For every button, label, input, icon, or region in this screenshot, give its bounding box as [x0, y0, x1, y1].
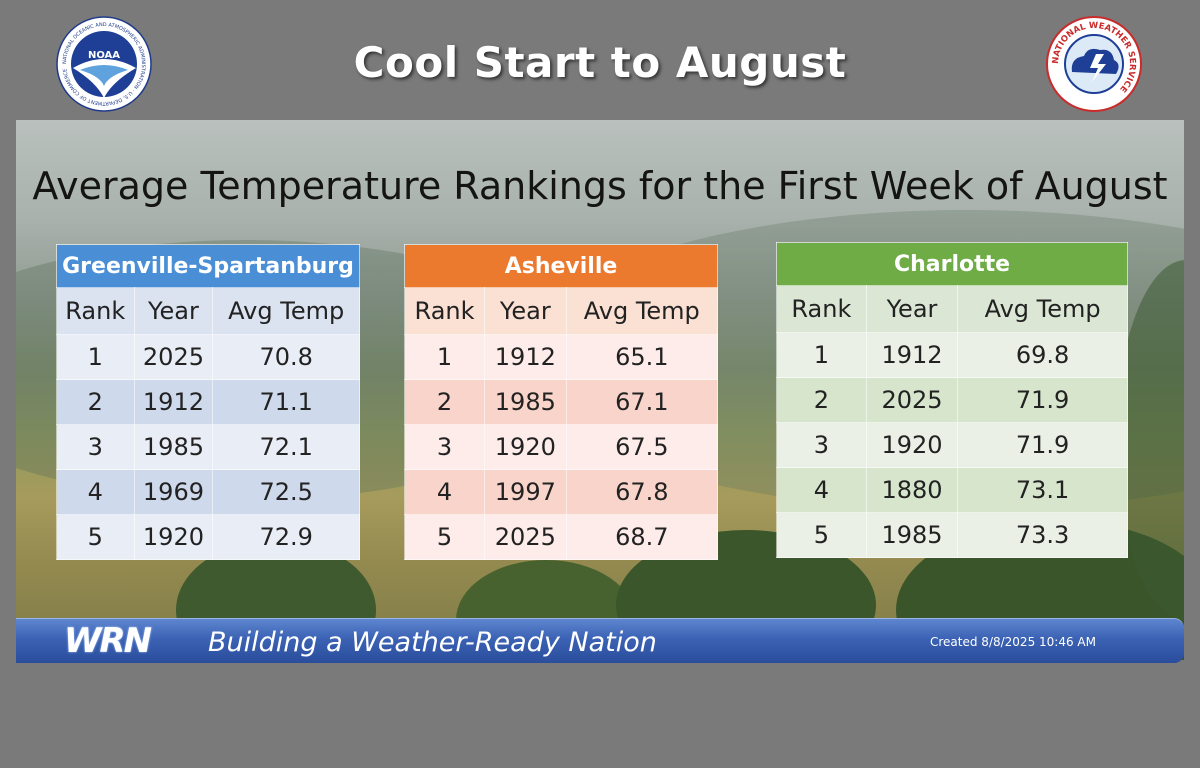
table-row: 4 1880 73.1	[776, 467, 1128, 513]
table-row: 2 2025 71.9	[776, 377, 1128, 423]
table-station-header: Charlotte	[776, 242, 1128, 286]
column-header-avg-temp: Avg Temp	[212, 287, 360, 335]
rank-cell: 1	[56, 334, 135, 380]
wrn-logo: WRN	[64, 621, 152, 661]
table-row: 1 1912 69.8	[776, 332, 1128, 378]
avg-temp-cell: 71.9	[957, 377, 1128, 423]
created-timestamp: Created 8/8/2025 10:46 AM	[930, 635, 1096, 649]
page-title: Cool Start to August	[353, 38, 847, 87]
year-cell: 1985	[484, 379, 567, 425]
table-row: 3 1920 67.5	[403, 424, 719, 470]
nws-logo: NATIONAL WEATHER SERVICE	[1046, 16, 1142, 112]
avg-temp-cell: 67.8	[565, 469, 719, 515]
rank-cell: 5	[56, 514, 135, 560]
year-cell: 1969	[133, 469, 214, 515]
column-header-year: Year	[484, 287, 567, 335]
column-header-rank: Rank	[403, 287, 486, 335]
year-cell: 1920	[484, 424, 567, 470]
year-cell: 1880	[865, 467, 959, 513]
avg-temp-cell: 72.5	[212, 469, 360, 515]
asheville-table: Asheville Rank Year Avg Temp 1 1912 65.1…	[403, 244, 719, 560]
avg-temp-cell: 69.8	[957, 332, 1128, 378]
rank-cell: 3	[403, 424, 486, 470]
greenville-spartanburg-table: Greenville-Spartanburg Rank Year Avg Tem…	[56, 244, 360, 560]
avg-temp-cell: 71.1	[212, 379, 360, 425]
rank-cell: 3	[776, 422, 867, 468]
year-cell: 1997	[484, 469, 567, 515]
subtitle: Average Temperature Rankings for the Fir…	[32, 164, 1168, 208]
table-row: 2 1985 67.1	[403, 379, 719, 425]
column-header-year: Year	[865, 285, 959, 333]
avg-temp-cell: 70.8	[212, 334, 360, 380]
year-cell: 1912	[133, 379, 214, 425]
rank-cell: 4	[403, 469, 486, 515]
table-row: 4 1997 67.8	[403, 469, 719, 515]
column-header-avg-temp: Avg Temp	[957, 285, 1128, 333]
column-header-rank: Rank	[776, 285, 867, 333]
rank-cell: 2	[403, 379, 486, 425]
column-header-year: Year	[133, 287, 214, 335]
charlotte-table: Charlotte Rank Year Avg Temp 1 1912 69.8…	[776, 242, 1128, 558]
table-row: 3 1920 71.9	[776, 422, 1128, 468]
year-cell: 2025	[484, 514, 567, 560]
rank-cell: 4	[776, 467, 867, 513]
avg-temp-cell: 72.1	[212, 424, 360, 470]
column-header-avg-temp: Avg Temp	[565, 287, 719, 335]
year-cell: 2025	[865, 377, 959, 423]
rank-cell: 4	[56, 469, 135, 515]
avg-temp-cell: 73.3	[957, 512, 1128, 558]
avg-temp-cell: 72.9	[212, 514, 360, 560]
table-row: 4 1969 72.5	[56, 469, 360, 515]
table-station-header: Asheville	[404, 244, 718, 288]
table-row: 1 2025 70.8	[56, 334, 360, 380]
year-cell: 1912	[484, 334, 567, 380]
year-cell: 1912	[865, 332, 959, 378]
rank-cell: 5	[403, 514, 486, 560]
rank-cell: 2	[56, 379, 135, 425]
rank-cell: 5	[776, 512, 867, 558]
footer-tagline: Building a Weather-Ready Nation	[208, 627, 657, 658]
table-row: 2 1912 71.1	[56, 379, 360, 425]
table-row: 5 2025 68.7	[403, 514, 719, 560]
avg-temp-cell: 73.1	[957, 467, 1128, 513]
noaa-logo: NOAA NATIONAL OCEANIC AND ATMOSPHERIC AD…	[56, 16, 152, 112]
table-row: 5 1985 73.3	[776, 512, 1128, 558]
rank-cell: 2	[776, 377, 867, 423]
avg-temp-cell: 71.9	[957, 422, 1128, 468]
avg-temp-cell: 65.1	[565, 334, 719, 380]
rank-cell: 1	[403, 334, 486, 380]
table-row: 5 1920 72.9	[56, 514, 360, 560]
avg-temp-cell: 67.1	[565, 379, 719, 425]
background-landscape: Average Temperature Rankings for the Fir…	[16, 120, 1184, 660]
year-cell: 1985	[133, 424, 214, 470]
year-cell: 1920	[133, 514, 214, 560]
rank-cell: 3	[56, 424, 135, 470]
avg-temp-cell: 67.5	[565, 424, 719, 470]
table-station-header: Greenville-Spartanburg	[56, 244, 360, 288]
year-cell: 1985	[865, 512, 959, 558]
noaa-logo-text: NOAA	[88, 50, 120, 61]
column-header-rank: Rank	[56, 287, 135, 335]
year-cell: 1920	[865, 422, 959, 468]
table-row: 3 1985 72.1	[56, 424, 360, 470]
rank-cell: 1	[776, 332, 867, 378]
year-cell: 2025	[133, 334, 214, 380]
avg-temp-cell: 68.7	[565, 514, 719, 560]
table-row: 1 1912 65.1	[403, 334, 719, 380]
footer-banner: WRN Building a Weather-Ready Nation Crea…	[16, 618, 1184, 663]
